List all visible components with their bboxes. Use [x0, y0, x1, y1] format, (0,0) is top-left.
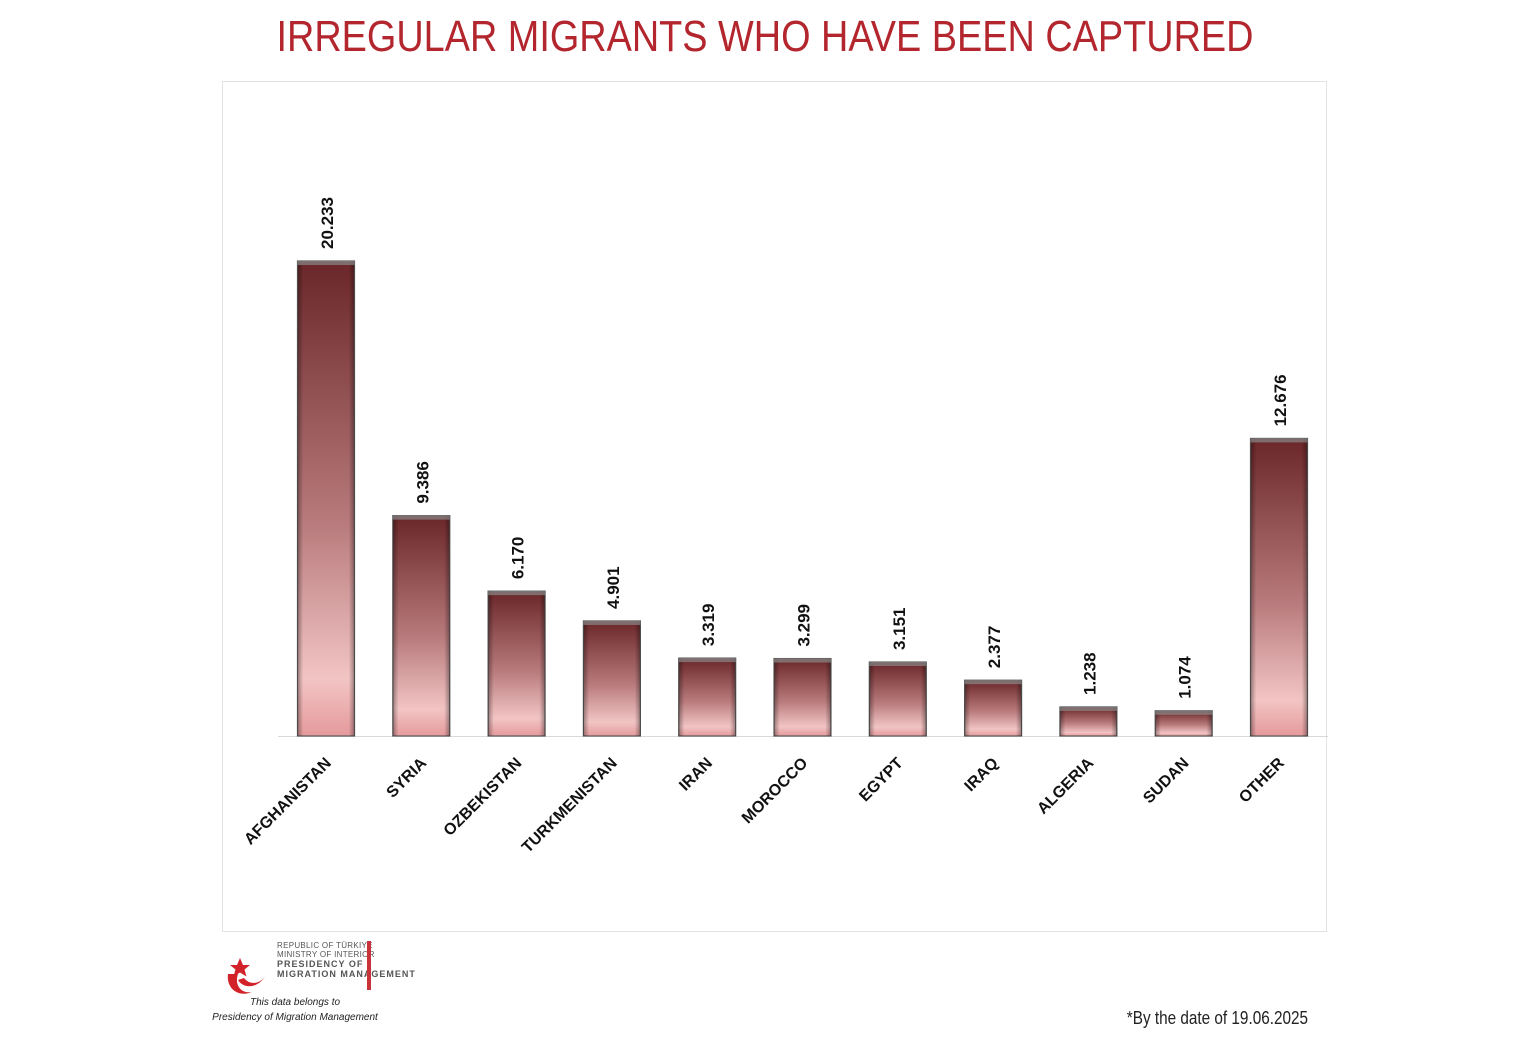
bar-shade-sudan: [1155, 710, 1213, 736]
bar-shade-afghanistan: [297, 261, 355, 736]
bar-shade-iran: [678, 658, 736, 736]
bar-bevel-turkmenistan: [583, 620, 641, 625]
plot-frame: [222, 81, 1327, 932]
value-label: 1.074: [1176, 656, 1195, 699]
category-label: MOROCCO: [739, 755, 811, 827]
star-crescent-icon: [227, 958, 266, 994]
category-label: SYRIA: [384, 754, 431, 801]
category-label: TURKMENISTAN: [519, 755, 621, 857]
logo-caption-line-2: Presidency of Migration Management: [212, 1012, 378, 1023]
bar-bevel-ozbekistan: [488, 591, 546, 596]
value-label: 20.233: [318, 197, 337, 249]
bar-shade-algeria: [1059, 706, 1117, 736]
value-label: 4.901: [604, 566, 623, 609]
bar-shade-iraq: [964, 680, 1022, 736]
bar-shade-other: [1250, 438, 1308, 736]
category-label: EGYPT: [856, 755, 907, 806]
bar-shade-egypt: [869, 662, 927, 736]
category-label: SUDAN: [1140, 755, 1192, 807]
bar-bevel-syria: [392, 515, 450, 520]
value-label: 6.170: [509, 537, 528, 580]
bar-bevel-afghanistan: [297, 261, 355, 265]
bar-bevel-sudan: [1155, 710, 1213, 715]
category-label: IRAQ: [962, 755, 1002, 795]
logo-caption: This data belongs to Presidency of Migra…: [200, 995, 390, 1025]
bar-bevel-algeria: [1059, 706, 1117, 711]
logo-caption-line-1: This data belongs to: [249, 997, 341, 1008]
bar-bevel-morocco: [774, 658, 831, 663]
logo-line-3: PRESIDENCY OF: [277, 959, 364, 969]
logo-text-block: REPUBLIC OF TÜRKIYE MINISTRY OF INTERIOR…: [277, 941, 416, 979]
category-label: OTHER: [1236, 754, 1288, 806]
presidency-logo: [227, 958, 266, 994]
bar-bevel-egypt: [869, 662, 927, 667]
logo-accent-bar: [367, 941, 371, 990]
date-footnote: *By the date of 19.06.2025: [1126, 1008, 1308, 1028]
bar-bevel-iran: [678, 658, 736, 663]
category-label: ALGERIA: [1034, 754, 1097, 817]
logo-line-4: MIGRATION MANAGEMENT: [277, 969, 416, 979]
value-label: 1.238: [1080, 652, 1099, 695]
value-label: 12.676: [1271, 374, 1290, 426]
logo-line-2: MINISTRY OF INTERIOR: [277, 950, 375, 959]
chart-title: IRREGULAR MIGRANTS WHO HAVE BEEN CAPTURE…: [276, 12, 1254, 61]
category-label: AFGHANISTAN: [241, 755, 335, 849]
value-label: 3.299: [795, 604, 814, 647]
logo-line-1: REPUBLIC OF TÜRKIYE: [277, 941, 373, 950]
bar-shade-turkmenistan: [583, 620, 641, 736]
bar-bevel-other: [1250, 438, 1308, 443]
value-label: 3.319: [699, 604, 718, 647]
bar-shade-syria: [392, 515, 450, 736]
bar-shade-morocco: [774, 658, 831, 736]
category-label: IRAN: [676, 755, 716, 795]
value-label: 3.151: [890, 607, 909, 650]
bar-bevel-iraq: [964, 680, 1022, 685]
value-label: 9.386: [413, 461, 432, 504]
category-label: OZBEKISTAN: [441, 755, 526, 840]
bar-shade-ozbekistan: [488, 591, 546, 736]
value-label: 2.377: [985, 626, 1004, 669]
